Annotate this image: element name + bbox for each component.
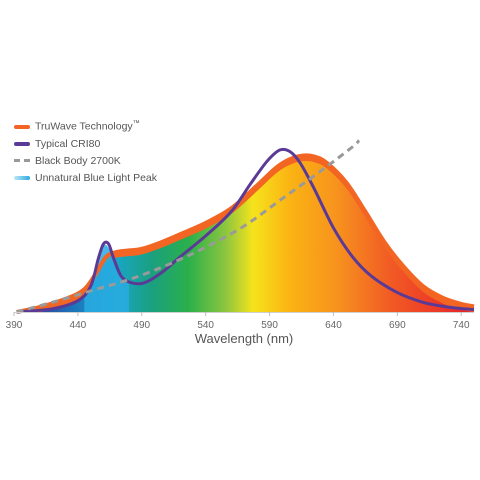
x-axis-label: Wavelength (nm)	[195, 331, 294, 346]
legend-label-cri80: Typical CRI80	[35, 137, 101, 150]
legend: TruWave Technology™ Typical CRI80 Black …	[14, 118, 157, 186]
cri80-line	[16, 147, 475, 314]
legend-trademark: ™	[132, 120, 140, 128]
x-tick-label: 640	[325, 320, 342, 331]
legend-label-blackbody: Black Body 2700K	[35, 154, 121, 167]
legend-swatch-blackbody	[14, 159, 30, 162]
x-tick-label: 690	[389, 320, 406, 331]
blue-light-peak-area	[84, 244, 129, 312]
x-tick-label: 740	[453, 320, 470, 331]
blackbody-line	[16, 139, 361, 314]
legend-swatch-truwave	[14, 124, 30, 129]
truwave-spectrum-fill	[16, 161, 474, 313]
legend-label-truwave: TruWave Technology	[35, 120, 133, 133]
legend-swatch-bluepeak	[14, 175, 30, 180]
x-tick-label: 490	[133, 320, 150, 331]
legend-label-bluepeak: Unnatural Blue Light Peak	[35, 171, 157, 184]
legend-item-blackbody: Black Body 2700K	[14, 152, 157, 169]
legend-item-truwave: TruWave Technology™	[14, 118, 157, 135]
legend-item-bluepeak: Unnatural Blue Light Peak	[14, 169, 157, 186]
x-tick-label: 390	[6, 320, 23, 331]
legend-swatch-cri80	[14, 141, 30, 146]
truwave-line	[16, 153, 475, 314]
x-tick-label: 440	[70, 320, 87, 331]
x-tick-label: 590	[261, 320, 278, 331]
legend-item-cri80: Typical CRI80	[14, 135, 157, 152]
x-tick-label: 540	[197, 320, 214, 331]
